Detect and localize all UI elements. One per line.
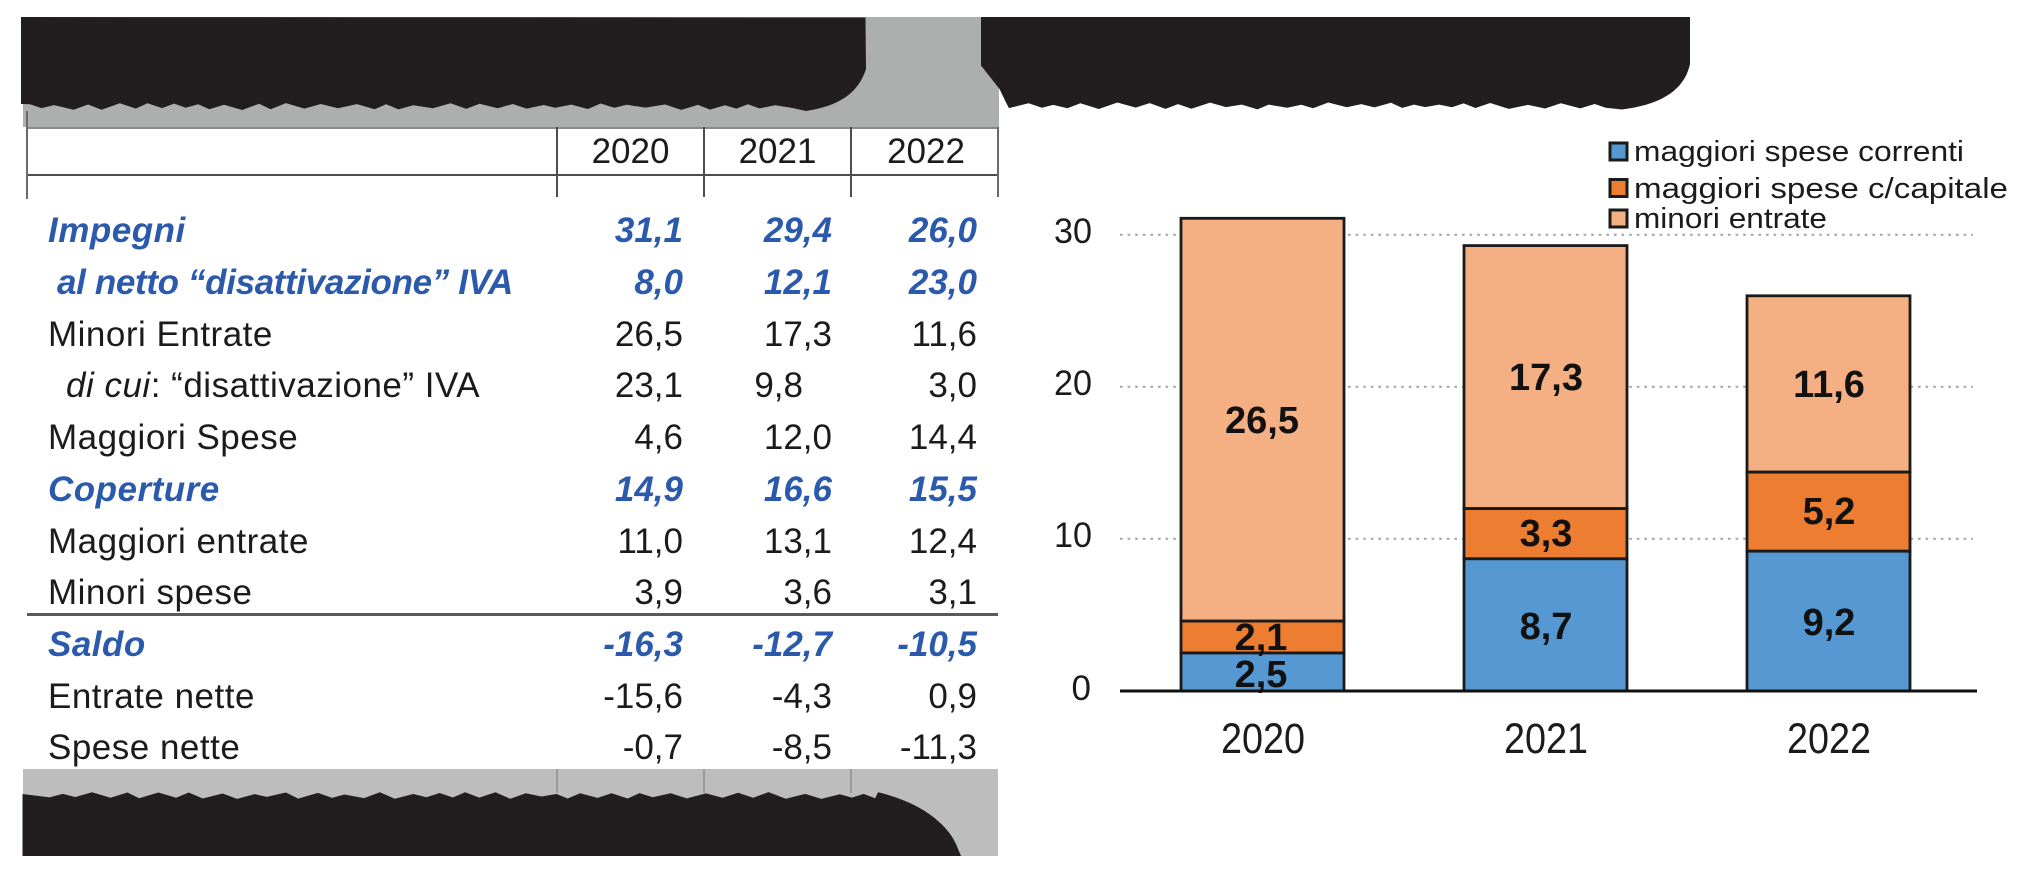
svg-text:minori entrate: minori entrate bbox=[1634, 203, 1827, 235]
svg-text:2,1: 2,1 bbox=[1235, 617, 1288, 659]
svg-text:2022: 2022 bbox=[1787, 715, 1871, 763]
svg-text:5,2: 5,2 bbox=[1803, 491, 1856, 533]
svg-text:11,6: 11,6 bbox=[1793, 364, 1865, 406]
svg-text:30: 30 bbox=[1054, 212, 1092, 251]
svg-text:maggiori spese correnti: maggiori spese correnti bbox=[1634, 136, 1964, 168]
svg-text:26,5: 26,5 bbox=[1225, 400, 1299, 442]
svg-text:20: 20 bbox=[1054, 364, 1092, 403]
svg-text:2021: 2021 bbox=[1504, 715, 1588, 763]
svg-text:0: 0 bbox=[1072, 669, 1091, 708]
svg-text:9,2: 9,2 bbox=[1803, 602, 1856, 644]
svg-text:3,3: 3,3 bbox=[1520, 513, 1573, 555]
svg-text:17,3: 17,3 bbox=[1509, 357, 1583, 399]
svg-text:8,7: 8,7 bbox=[1520, 606, 1573, 648]
svg-text:maggiori spese c/capitale: maggiori spese c/capitale bbox=[1634, 173, 2008, 205]
svg-text:10: 10 bbox=[1054, 516, 1092, 555]
svg-text:2,5: 2,5 bbox=[1235, 654, 1288, 696]
svg-text:2020: 2020 bbox=[1221, 715, 1305, 763]
